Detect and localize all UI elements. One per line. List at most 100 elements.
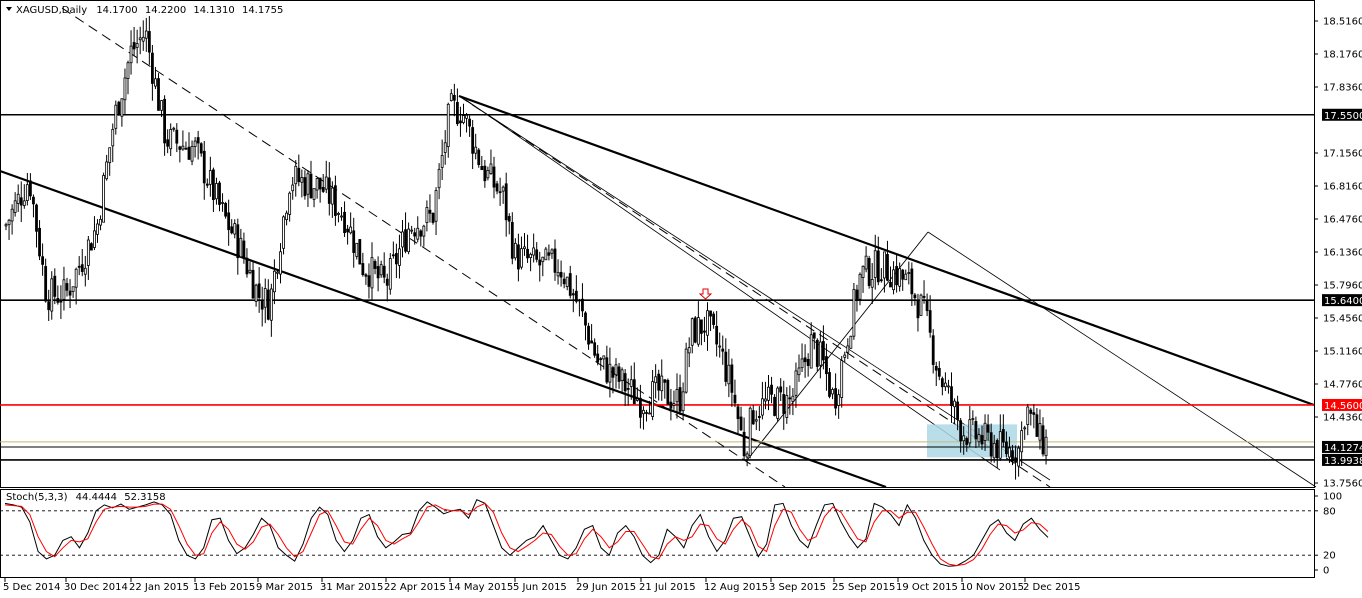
collapse-triangle-icon[interactable]: [6, 7, 12, 11]
candle-body: [248, 269, 252, 274]
candle-body: [172, 127, 176, 130]
candle-body: [1020, 430, 1024, 453]
candle-body: [47, 301, 51, 311]
candle-body: [590, 340, 593, 344]
candle-body: [934, 365, 938, 371]
price-tick-label: 17.8360: [1323, 83, 1362, 94]
candle-body: [867, 258, 871, 286]
candle-body: [822, 341, 825, 361]
candle-body: [873, 250, 877, 278]
candle-body: [16, 193, 20, 204]
time-tick-label: 12 Aug 2015: [704, 582, 768, 593]
candle-body: [318, 177, 322, 190]
candle-body: [407, 228, 411, 253]
candle-body: [221, 202, 224, 204]
candle-body: [474, 146, 478, 154]
candle-body: [953, 400, 956, 408]
candle-body: [373, 261, 377, 269]
candle-body: [1005, 441, 1008, 455]
main-header: XAGUSD,Daily 14.1700 14.2200 14.1310 14.…: [16, 5, 283, 16]
candle-body: [812, 332, 816, 339]
candle-body: [642, 409, 645, 415]
candle-body: [831, 389, 834, 395]
candle-body: [657, 373, 661, 391]
candle-body: [962, 435, 966, 442]
candle-body: [343, 211, 346, 234]
candle-body: [62, 279, 66, 300]
candle-body: [700, 319, 703, 334]
candle-body: [517, 244, 520, 270]
candle-body: [355, 242, 359, 257]
level-label-box: [1322, 398, 1362, 411]
candle-body: [968, 419, 972, 444]
candle-body: [1032, 412, 1036, 415]
candle-body: [837, 394, 841, 406]
candle-body: [260, 301, 264, 310]
candle-body: [425, 207, 429, 224]
price-tick-label: 15.4560: [1323, 314, 1362, 325]
candle-body: [757, 415, 761, 419]
candle-body: [773, 396, 776, 416]
candle-body: [111, 129, 115, 147]
candle-body: [404, 229, 407, 252]
candle-body: [730, 364, 734, 393]
candle-body: [703, 330, 706, 333]
candle-body: [233, 223, 237, 235]
candle-body: [687, 347, 691, 354]
candle-body: [154, 78, 157, 87]
stoch-panel-frame: [0, 489, 1315, 578]
candle-body: [526, 248, 529, 259]
candle-body: [181, 145, 185, 150]
candle-body: [358, 239, 362, 265]
candle-body: [266, 289, 270, 320]
candle-body: [910, 268, 914, 295]
candle-body: [480, 165, 484, 171]
candle-body: [669, 401, 673, 409]
candle-body: [56, 298, 60, 303]
candle-body: [727, 364, 731, 385]
candle-body: [645, 412, 648, 414]
price-tick-label: 14.4360: [1323, 413, 1362, 424]
candle-body: [4, 224, 8, 227]
candle-body: [163, 98, 167, 144]
candle-body: [440, 154, 444, 168]
candle-body: [340, 215, 343, 218]
trendline-6: [747, 231, 929, 460]
candle-body: [675, 389, 679, 403]
down-arrow-marker-icon: [698, 288, 713, 300]
candle-body: [654, 376, 658, 384]
time-tick-label: 10 Nov 2015: [960, 582, 1024, 593]
candle-body: [626, 388, 630, 390]
candle-body: [581, 298, 584, 312]
candle-body: [761, 398, 764, 416]
candle-body: [1014, 457, 1017, 463]
trendline-0: [0, 169, 887, 489]
candle-body: [907, 272, 911, 274]
candle-body: [489, 163, 493, 175]
trendline-7: [927, 231, 1317, 488]
candle-body: [86, 239, 90, 266]
candle-body: [306, 173, 310, 195]
candle-body: [324, 176, 328, 190]
candle-body: [1035, 414, 1039, 437]
candle-body: [422, 225, 426, 237]
candle-body: [1023, 427, 1027, 430]
candle-body: [605, 357, 609, 383]
candle-body: [520, 248, 523, 268]
candle-body: [498, 191, 502, 194]
candle-body: [282, 216, 285, 249]
candle-body: [986, 424, 990, 433]
candle-body: [922, 296, 926, 298]
candle-body: [398, 248, 401, 266]
candle-body: [276, 271, 279, 274]
candle-body: [855, 289, 859, 301]
candle-body: [190, 146, 194, 162]
candle-body: [840, 360, 844, 398]
candle-body: [535, 249, 539, 260]
trendline-5: [465, 99, 1001, 471]
time-tick-label: 21 Jul 2015: [639, 582, 696, 593]
time-tick-label: 9 Mar 2015: [256, 582, 313, 593]
level-label-15.6400: 15.6400: [1324, 296, 1362, 307]
candle-body: [745, 453, 749, 458]
trendlines: [0, 7, 1317, 489]
